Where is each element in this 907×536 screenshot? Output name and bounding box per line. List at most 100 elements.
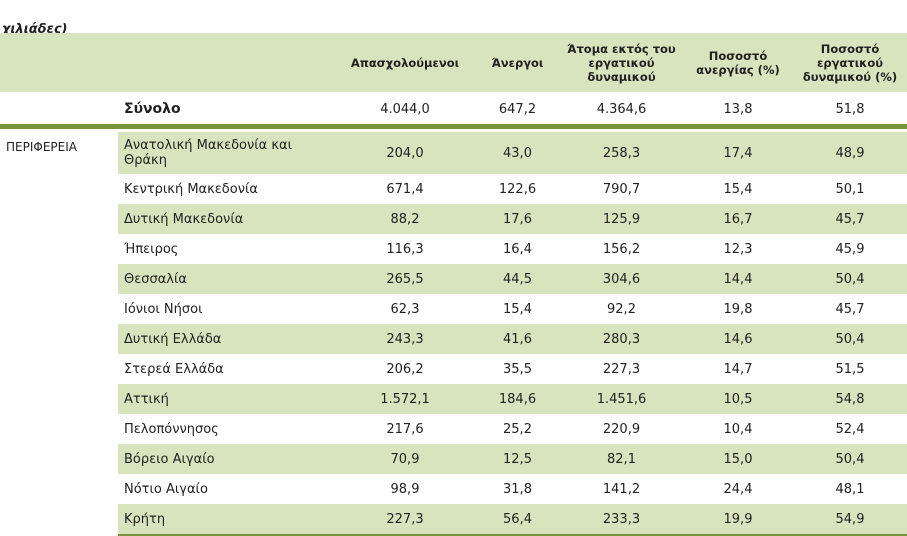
cell-value: 43,0 xyxy=(475,132,560,174)
cell-value: 206,2 xyxy=(386,361,424,377)
cell-value: 92,2 xyxy=(607,301,636,317)
cell-value: 51,5 xyxy=(835,361,865,377)
cell-value: 31,8 xyxy=(503,481,532,497)
cell-value: 15,4 xyxy=(723,181,753,197)
cell-value: 304,6 xyxy=(560,264,683,294)
region-row: Βόρειο Αιγαίο 70,9 12,5 82,1 15,0 50,4 xyxy=(0,444,907,474)
cell-value: 125,9 xyxy=(560,204,683,234)
header-cell: Άνεργοι xyxy=(475,33,560,94)
header-cell: Άτομα εκτός του εργατικού δυναμικού xyxy=(560,33,683,94)
cell-value: 50,1 xyxy=(835,181,865,197)
empty-cell xyxy=(0,93,118,129)
total-value: 4.044,0 xyxy=(335,93,475,129)
cell-value: 17,4 xyxy=(683,132,793,174)
cell-value: 671,4 xyxy=(386,181,424,197)
region-name: Βόρειο Αιγαίο xyxy=(118,444,335,474)
region-row: Νότιο Αιγαίο 98,9 31,8 141,2 24,4 48,1 xyxy=(0,474,907,504)
total-value: 647,2 xyxy=(475,93,560,129)
cell-value: 1.572,1 xyxy=(335,384,475,414)
cell-value: 16,4 xyxy=(503,241,532,257)
cell-value: 48,1 xyxy=(835,481,865,497)
region-name: Πελοπόννησος xyxy=(124,421,219,437)
total-label: Σύνολο xyxy=(118,93,335,129)
cell-value: 14,4 xyxy=(683,264,793,294)
cell-value: 45,9 xyxy=(835,241,865,257)
region-row: Ήπειρος 116,3 16,4 156,2 12,3 45,9 xyxy=(0,234,907,264)
cell-value: 227,3 xyxy=(602,361,641,377)
cell-value: 88,2 xyxy=(335,204,475,234)
header-cell xyxy=(118,33,335,94)
data-table: Απασχολούμενοι Άνεργοι Άτομα εκτός του εργ… xyxy=(0,33,907,536)
region-row: Κεντρική Μακεδονία 671,4 122,6 790,7 15,4 50,… xyxy=(0,174,907,204)
cell-value: 243,3 xyxy=(335,324,475,354)
region-row: Θεσσαλία 265,5 44,5 304,6 14,4 50,4 xyxy=(0,264,907,294)
region-row: Δυτική Ελλάδα 243,3 41,6 280,3 14,6 50,4 xyxy=(0,324,907,354)
cell-value: 10,5 xyxy=(683,384,793,414)
section-label: ΠΕΡΙΦΕΡΕΙΑ xyxy=(0,132,118,536)
cell-value: 227,3 xyxy=(335,504,475,536)
region-name: Νότιο Αιγαίο xyxy=(124,481,208,497)
cell-value: 56,4 xyxy=(475,504,560,536)
header-cell: Απασχολούμενοι xyxy=(335,33,475,94)
cell-value: 50,4 xyxy=(793,264,907,294)
region-name: Αττική xyxy=(118,384,335,414)
cell-value: 17,6 xyxy=(475,204,560,234)
cell-value: 204,0 xyxy=(335,132,475,174)
cell-value: 16,7 xyxy=(683,204,793,234)
cell-value: 50,4 xyxy=(793,444,907,474)
cell-value: 35,5 xyxy=(503,361,532,377)
region-row: Ιόνιοι Νήσοι 62,3 15,4 92,2 19,8 45,7 xyxy=(0,294,907,324)
region-name: Κεντρική Μακεδονία xyxy=(124,181,258,197)
total-row: Σύνολο 4.044,0 647,2 4.364,6 13,8 51,8 xyxy=(0,93,907,129)
cell-value: 265,5 xyxy=(335,264,475,294)
header-cell xyxy=(0,33,118,94)
region-name: Ανατολική Μακεδονία και Θράκη xyxy=(118,132,335,174)
cell-value: 12,3 xyxy=(723,241,753,257)
region-row: Αττική 1.572,1 184,6 1.451,6 10,5 54,8 xyxy=(0,384,907,414)
cell-value: 19,9 xyxy=(683,504,793,536)
cell-value: 48,9 xyxy=(793,132,907,174)
cell-value: 141,2 xyxy=(602,481,641,497)
cell-value: 45,7 xyxy=(835,301,865,317)
region-name: Δυτική Μακεδονία xyxy=(118,204,335,234)
cell-value: 1.451,6 xyxy=(560,384,683,414)
cell-value: 258,3 xyxy=(560,132,683,174)
total-value: 4.364,6 xyxy=(560,93,683,129)
cell-value: 45,7 xyxy=(793,204,907,234)
cell-value: 54,9 xyxy=(793,504,907,536)
cell-value: 233,3 xyxy=(560,504,683,536)
cell-value: 10,4 xyxy=(723,421,753,437)
cell-value: 70,9 xyxy=(335,444,475,474)
total-value: 51,8 xyxy=(793,93,907,129)
cell-value: 15,0 xyxy=(683,444,793,474)
cell-value: 14,6 xyxy=(683,324,793,354)
cell-value: 12,5 xyxy=(475,444,560,474)
header-cell: Ποσοστό εργατικού δυναμικού (%) xyxy=(793,33,907,94)
region-name: Κρήτη xyxy=(118,504,335,536)
cell-value: 44,5 xyxy=(475,264,560,294)
region-name: Στερεά Ελλάδα xyxy=(124,361,224,377)
region-row: ΠΕΡΙΦΕΡΕΙΑ Ανατολική Μακεδονία και Θράκη 2… xyxy=(0,132,907,536)
cell-value: 52,4 xyxy=(835,421,865,437)
region-name: Ήπειρος xyxy=(124,241,179,257)
cell-value: 62,3 xyxy=(390,301,420,317)
cell-value: 220,9 xyxy=(602,421,641,437)
cell-value: 280,3 xyxy=(560,324,683,354)
total-value: 13,8 xyxy=(683,93,793,129)
header-row: Απασχολούμενοι Άνεργοι Άτομα εκτός του εργ… xyxy=(0,33,907,94)
cell-value: 15,4 xyxy=(503,301,532,317)
cell-value: 50,4 xyxy=(793,324,907,354)
region-row: Δυτική Μακεδονία 88,2 17,6 125,9 16,7 45,7 xyxy=(0,204,907,234)
header-cell: Ποσοστό ανεργίας (%) xyxy=(683,33,793,94)
cell-value: 25,2 xyxy=(503,421,532,437)
region-name: Ιόνιοι Νήσοι xyxy=(124,301,203,317)
cell-value: 82,1 xyxy=(560,444,683,474)
cell-value: 24,4 xyxy=(723,481,753,497)
table-body: Σύνολο 4.044,0 647,2 4.364,6 13,8 51,8 ΠΕΡΙΦΕΡ… xyxy=(0,93,907,536)
cell-value: 217,6 xyxy=(386,421,424,437)
region-name: Δυτική Ελλάδα xyxy=(118,324,335,354)
cell-value: 122,6 xyxy=(498,181,537,197)
cell-value: 156,2 xyxy=(602,241,641,257)
region-row: Πελοπόννησος 217,6 25,2 220,9 10,4 52,4 xyxy=(0,414,907,444)
